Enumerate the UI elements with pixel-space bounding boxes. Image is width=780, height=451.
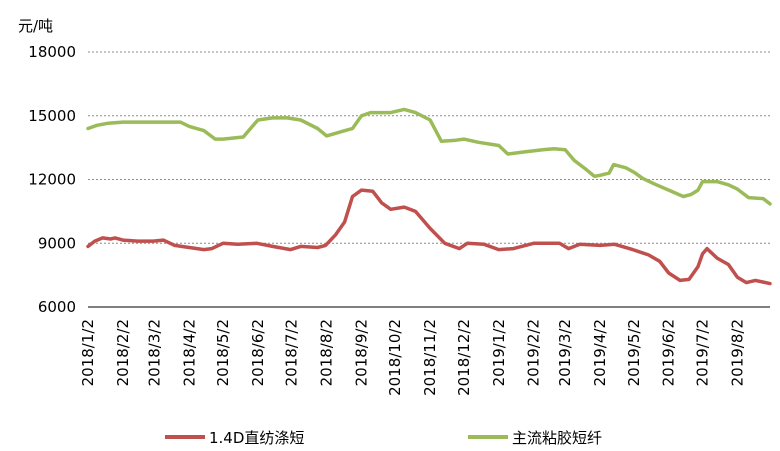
x-tick-label: 2019/7/2 — [693, 319, 711, 386]
x-tick-label: 2019/6/2 — [660, 319, 678, 386]
series-line-2 — [86, 107, 772, 206]
x-tick-label: 2018/2/2 — [114, 319, 132, 386]
x-tick-label: 2018/5/2 — [214, 319, 232, 386]
x-tick-label: 2018/11/2 — [421, 319, 439, 396]
x-tick-label: 2019/3/2 — [556, 319, 574, 386]
x-tick-label: 2019/8/2 — [728, 319, 746, 386]
x-tick-label: 2019/2/2 — [525, 319, 543, 386]
x-tick-labels: 2018/1/2 2018/2/2 2018/3/2 2018/4/2 2018/5/2… — [79, 319, 746, 396]
x-tick-label: 2018/8/2 — [318, 319, 336, 386]
x-tick-label: 2018/1/2 — [79, 319, 97, 386]
y-axis-unit-label: 元/吨 — [18, 17, 53, 35]
y-tick-labels: 6000 9000 12000 15000 18000 — [28, 43, 76, 316]
y-tick-label: 6000 — [38, 298, 76, 316]
x-tick-label: 2018/7/2 — [283, 319, 301, 386]
x-tick-label: 2018/3/2 — [145, 319, 163, 386]
x-tick-label: 2018/10/2 — [386, 319, 404, 396]
legend-label-1: 1.4D直纺涤短 — [209, 429, 304, 447]
y-tick-label: 18000 — [28, 43, 76, 61]
legend-label-2: 主流粘胶短纤 — [512, 429, 602, 447]
y-tick-label: 12000 — [28, 171, 76, 189]
x-tick-label: 2018/9/2 — [352, 319, 370, 386]
series-line-1 — [86, 188, 772, 286]
y-tick-label: 15000 — [28, 107, 76, 125]
y-tick-label: 9000 — [38, 234, 76, 252]
x-tick-label: 2019/4/2 — [591, 319, 609, 386]
x-tick-label: 2018/4/2 — [180, 319, 198, 386]
x-tick-label: 2018/6/2 — [249, 319, 267, 386]
series-lines — [86, 107, 772, 286]
x-tick-label: 2019/5/2 — [625, 319, 643, 386]
legend: 1.4D直纺涤短 主流粘胶短纤 — [165, 429, 602, 447]
x-tick-label: 2018/12/2 — [455, 319, 473, 396]
gridlines — [88, 51, 770, 244]
x-tick-label: 2019/1/2 — [490, 319, 508, 386]
